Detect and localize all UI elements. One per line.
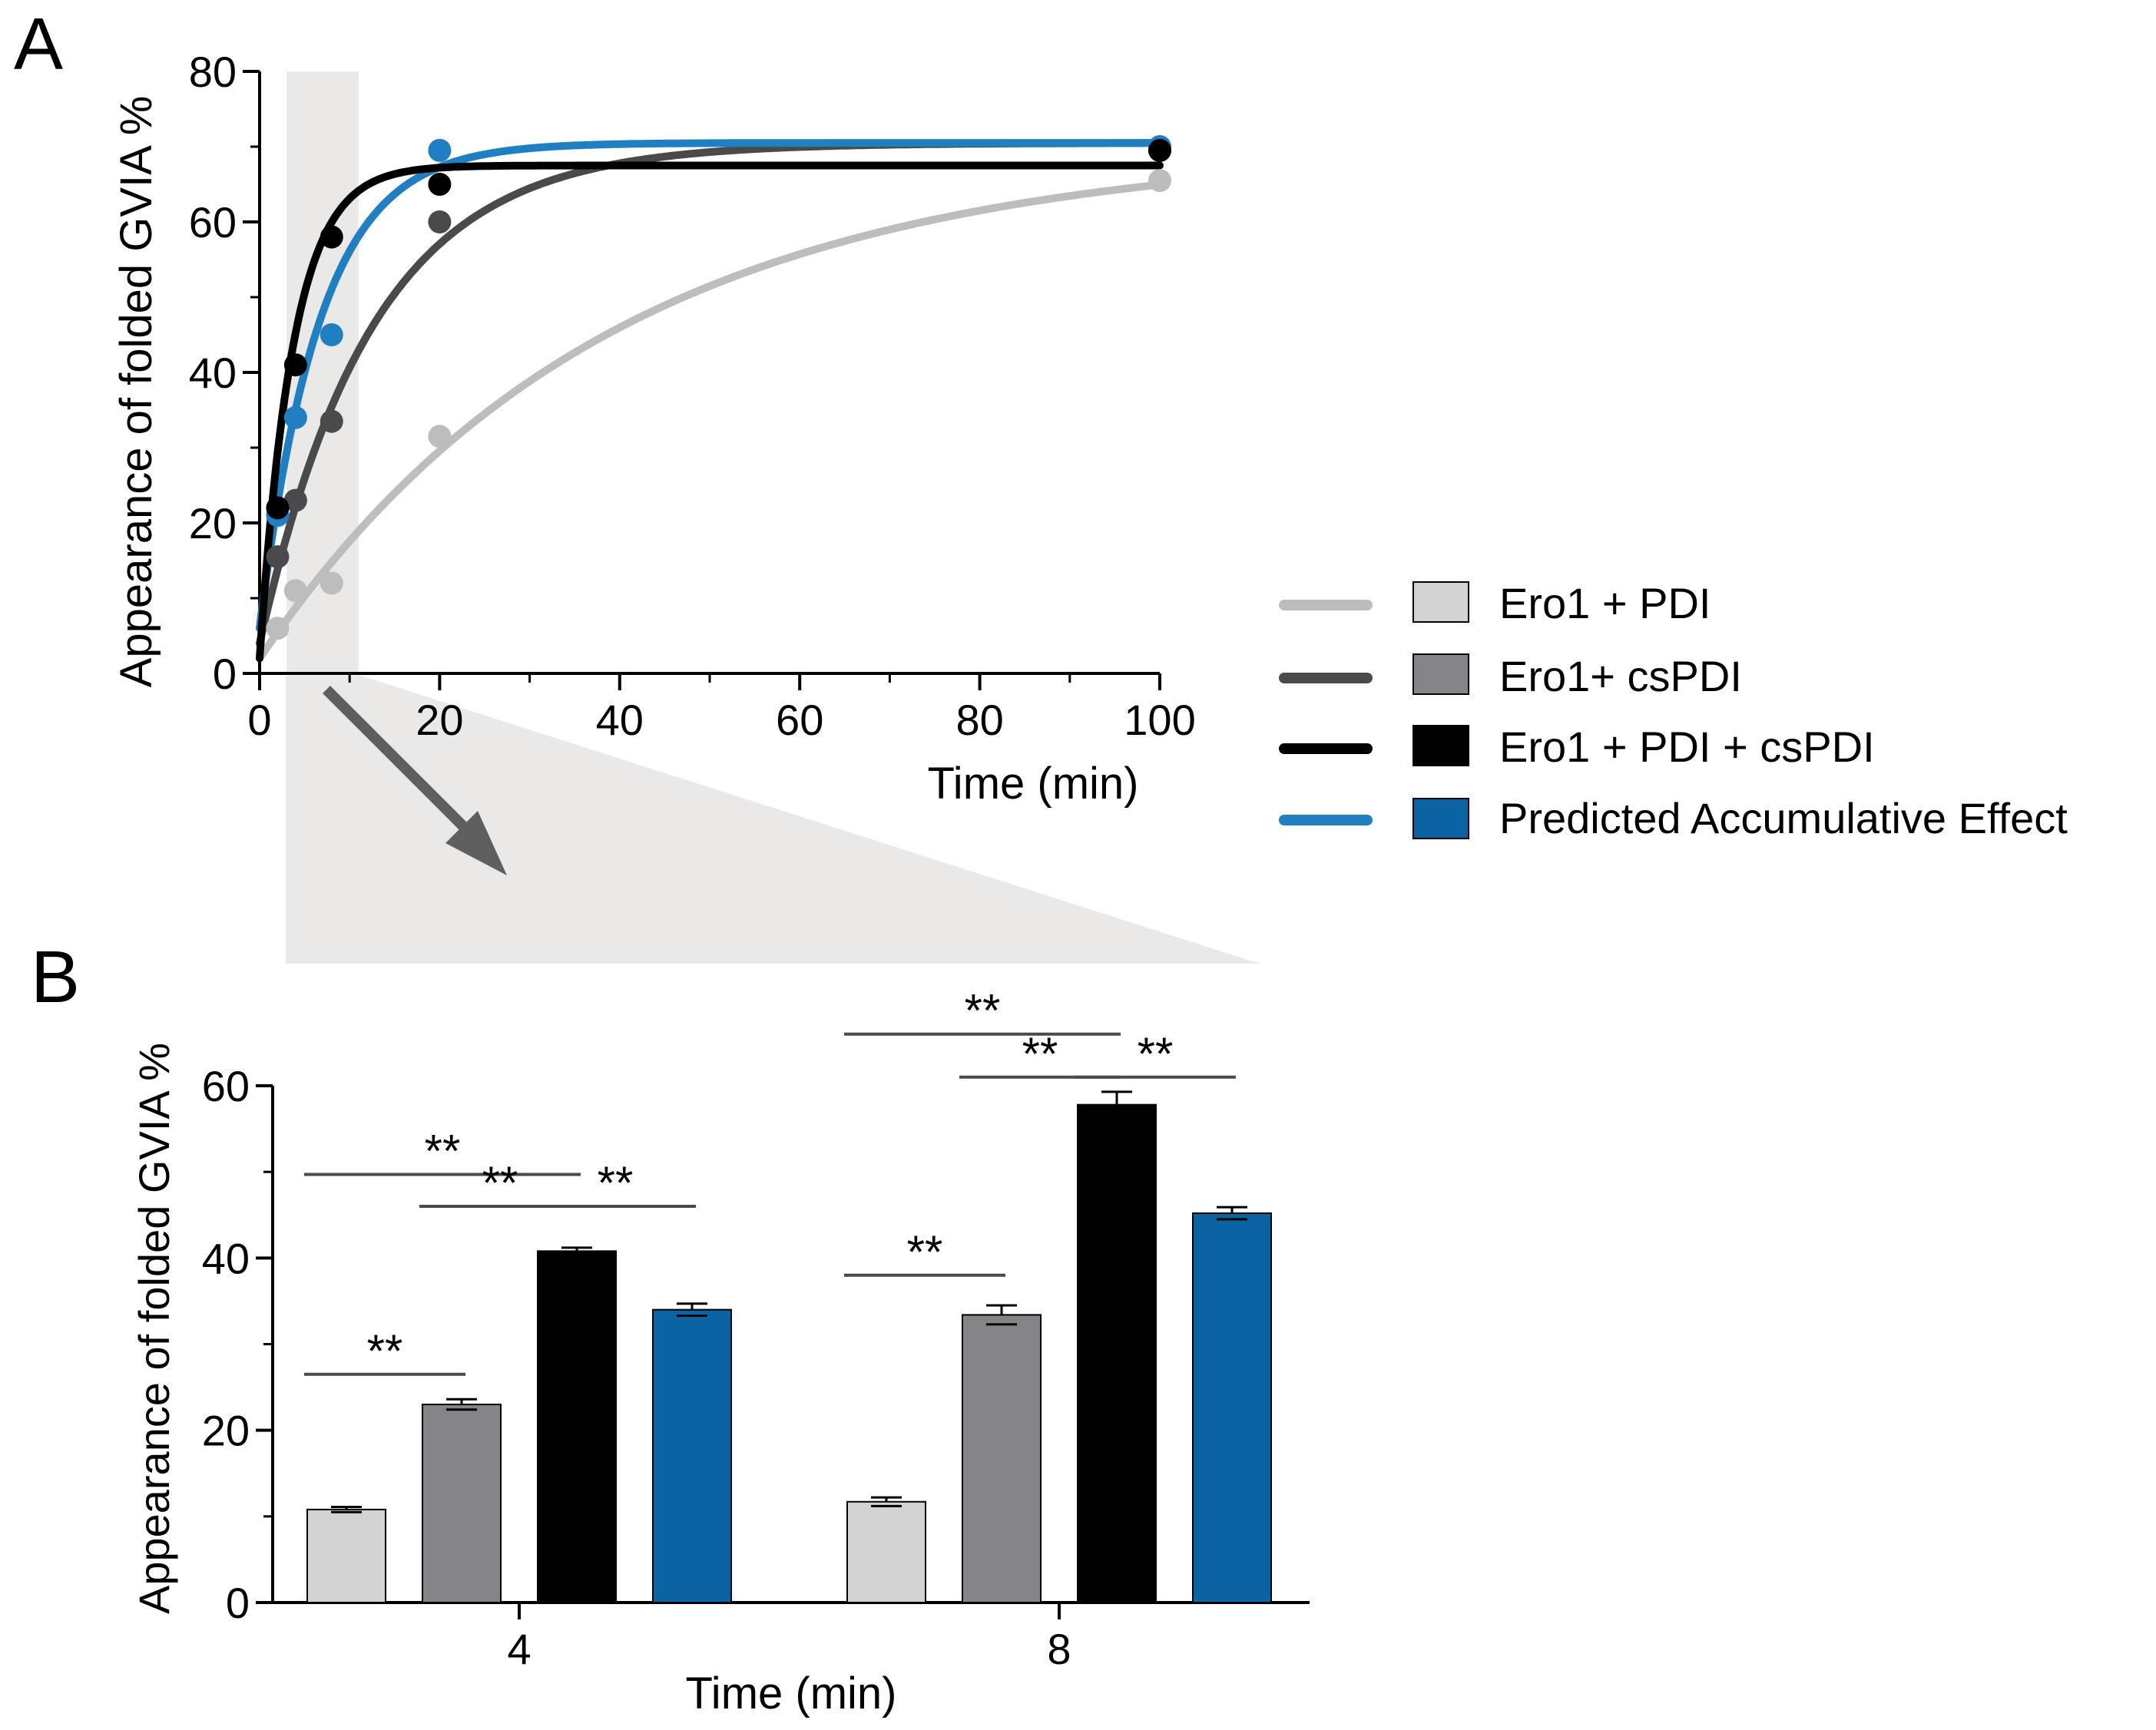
panel-a-plot: 0 20 40 60 80 0 20 40 60 80 100 Time (min) Appeara… — [111, 48, 1196, 809]
legend-label: Predicted Accumulative Effect — [1499, 794, 2068, 842]
panel-a-x-axis-label: Time (min) — [928, 759, 1139, 809]
panel-a-data-points — [266, 135, 1171, 640]
fit-curve — [256, 161, 1164, 663]
panel-b-bars — [306, 1090, 1272, 1604]
x-tick-label: 8 — [1047, 1625, 1071, 1673]
y-tick-label: 20 — [189, 499, 237, 547]
data-point — [283, 488, 307, 512]
panel-b-y-axis-label: Appearance of folded GVIA % — [130, 1043, 178, 1614]
bar — [422, 1404, 502, 1604]
legend-label: Ero1+ csPDI — [1499, 652, 1742, 700]
data-point — [266, 545, 290, 569]
panel-b-x-axis-label: Time (min) — [686, 1669, 897, 1718]
x-tick-label: 60 — [776, 696, 823, 744]
y-tick-label: 0 — [226, 1579, 250, 1627]
data-point — [428, 210, 452, 233]
data-point — [428, 173, 452, 196]
legend-box-swatch — [1412, 798, 1469, 839]
data-point — [1148, 169, 1171, 193]
panel-b-label: B — [31, 936, 80, 1018]
bar — [1192, 1212, 1272, 1604]
data-point — [320, 409, 343, 433]
bar — [846, 1500, 926, 1604]
legend-box-swatch — [1412, 725, 1469, 766]
y-tick-label: 60 — [189, 198, 237, 246]
bar — [1077, 1103, 1157, 1603]
legend-label: Ero1 + PDI — [1499, 579, 1711, 627]
significance-label: ** — [425, 1126, 461, 1177]
data-point — [283, 579, 307, 603]
legend-item-ero1-pdi-cspdi: Ero1 + PDI + csPDI — [1279, 723, 1875, 771]
significance-label: ** — [1138, 1028, 1174, 1080]
data-point — [266, 617, 290, 640]
y-tick-label: 40 — [202, 1234, 250, 1282]
legend-label: Ero1 + PDI + csPDI — [1499, 723, 1875, 771]
y-tick-label: 0 — [213, 650, 237, 698]
data-point — [266, 496, 290, 520]
y-tick-label: 80 — [189, 48, 237, 96]
significance-label: ** — [907, 1226, 943, 1278]
fit-curve — [256, 139, 1164, 647]
data-point — [320, 225, 343, 249]
bar — [962, 1314, 1042, 1603]
data-point — [1148, 138, 1171, 162]
x-tick-label: 80 — [955, 696, 1003, 744]
x-tick-label: 4 — [507, 1625, 531, 1673]
data-point — [283, 405, 307, 429]
data-point — [428, 425, 452, 448]
x-tick-label: 40 — [596, 696, 644, 744]
data-point — [320, 323, 343, 346]
legend-box-swatch — [1412, 653, 1469, 695]
panel-a-y-axis-label: Appearance of folded GVIA % — [111, 96, 161, 688]
bar — [652, 1308, 732, 1603]
zoom-arrow — [323, 686, 507, 875]
data-point — [428, 138, 452, 162]
bar — [306, 1508, 386, 1603]
x-tick-label: 0 — [247, 696, 271, 744]
significance-label: ** — [598, 1157, 634, 1209]
significance-label: ** — [482, 1157, 518, 1209]
panel-b-plot: 0 20 40 60 4 8 ** ** ** ** ** ** ** ** Time (min) Ap… — [130, 985, 1310, 1718]
fit-curve — [256, 180, 1164, 663]
fit-curve — [256, 139, 1164, 633]
legend-item-ero1-cspdi: Ero1+ csPDI — [1279, 652, 1742, 700]
panel-a-label: A — [14, 3, 63, 85]
y-tick-label: 40 — [189, 349, 237, 397]
bar — [537, 1250, 617, 1603]
panel-b-significance-markers: ** ** ** ** ** ** ** ** — [304, 985, 1236, 1377]
x-tick-label: 20 — [416, 696, 463, 744]
significance-label: ** — [367, 1325, 403, 1377]
legend-item-ero1-pdi: Ero1 + PDI — [1279, 579, 1711, 627]
data-point — [283, 353, 307, 377]
y-tick-label: 20 — [202, 1407, 250, 1455]
zoom-highlight-region — [286, 676, 1260, 964]
data-point — [320, 571, 343, 595]
panel-b-axes: 0 20 40 60 4 8 — [202, 1062, 1310, 1673]
significance-label: ** — [1022, 1028, 1058, 1080]
panel-a-fit-curves — [256, 139, 1164, 663]
x-tick-label: 100 — [1124, 696, 1195, 744]
panel-a-axes: 0 20 40 60 80 0 20 40 60 80 100 — [189, 48, 1196, 744]
significance-label: ** — [965, 985, 1001, 1037]
legend-item-predicted: Predicted Accumulative Effect — [1279, 794, 2068, 842]
legend: Ero1 + PDI Ero1+ csPDI Ero1 + PDI + csPD… — [1279, 579, 2068, 842]
legend-box-swatch — [1412, 581, 1469, 623]
y-tick-label: 60 — [202, 1062, 250, 1110]
